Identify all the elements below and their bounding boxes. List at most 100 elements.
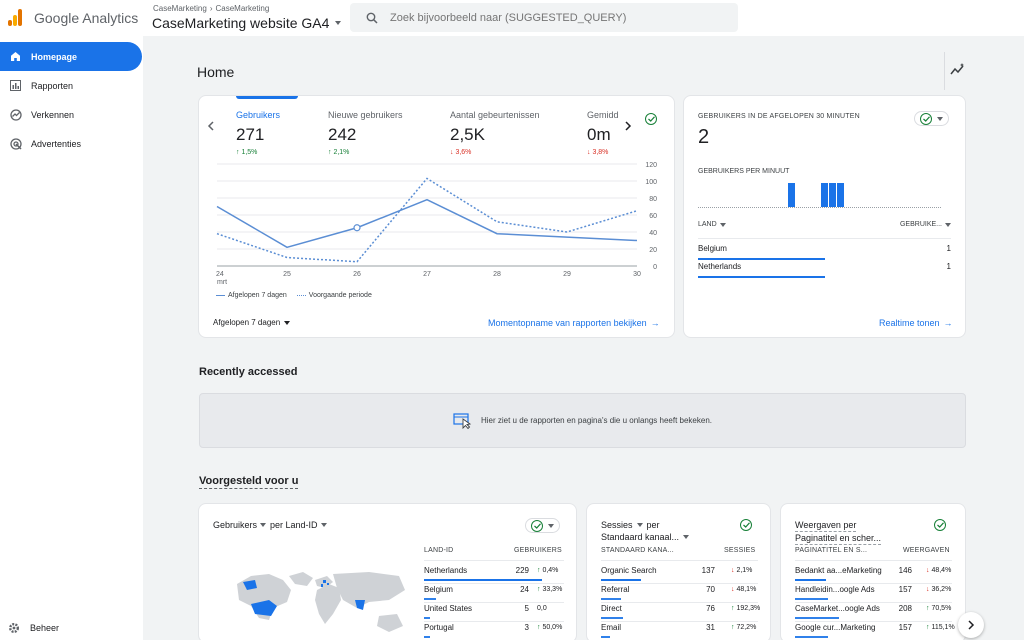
insights-toggle[interactable] <box>525 518 560 533</box>
divider <box>424 602 564 603</box>
sidebar-item-admin[interactable]: Beheer <box>0 616 143 640</box>
column-country[interactable]: LAND <box>698 221 726 228</box>
breadcrumb-property[interactable]: CaseMarketing <box>215 4 270 13</box>
search-input[interactable] <box>390 11 720 24</box>
per-minute-bar[interactable] <box>788 183 796 207</box>
sidebar-item-explore[interactable]: Verkennen <box>0 100 142 129</box>
sidebar: Homepage Rapporten Verkennen Advertentie… <box>0 36 143 640</box>
series-line-current <box>216 198 638 249</box>
y-tick-label: 40 <box>649 230 657 237</box>
realtime-table-header: LAND GEBRUIKE... <box>698 221 951 228</box>
breadcrumb[interactable]: CaseMarketing › CaseMarketing <box>153 4 269 13</box>
row-delta: ↓ 2,1% <box>731 567 752 574</box>
arrow-down-icon: ↓ <box>926 586 932 593</box>
recently-accessed-panel: Hier ziet u de rapporten en pagina's die… <box>199 393 966 448</box>
table-row[interactable]: Netherlands 1 <box>698 257 951 278</box>
divider <box>424 583 564 584</box>
chevron-right-icon[interactable] <box>624 121 632 131</box>
per-minute-bar[interactable] <box>836 183 844 207</box>
row-value: 208 <box>898 604 912 613</box>
column-sessions: SESSIES <box>724 547 756 554</box>
check-circle-icon[interactable] <box>934 519 946 531</box>
row-delta: ↓ 48,1% <box>731 586 756 593</box>
realtime-value: 2 <box>698 126 710 148</box>
metric-avg-engagement[interactable]: Gemidd 0m ↓ 3,8% <box>587 110 619 156</box>
column-channel: STANDAARD KANA... <box>601 547 674 554</box>
search-bar[interactable] <box>350 3 738 32</box>
metric-label: Gemidd <box>587 110 619 120</box>
card-title[interactable]: Sessies per Standaard kanaal... <box>601 519 690 543</box>
arrow-up-icon: ↑ <box>537 586 543 593</box>
metric-value: 271 <box>236 125 265 144</box>
card-title[interactable]: Weergaven per Paginatitel en scher... <box>795 520 882 545</box>
metric-value: 2,5K <box>450 125 485 144</box>
breadcrumb-account[interactable]: CaseMarketing <box>153 4 207 13</box>
per-minute-bar[interactable] <box>828 183 836 207</box>
per-minute-bars <box>698 180 941 208</box>
metric-selector[interactable]: Gebruikers <box>213 519 267 531</box>
row-value: 137 <box>701 566 715 575</box>
chevron-left-icon[interactable] <box>207 121 215 131</box>
sidebar-item-label: Rapporten <box>31 80 74 91</box>
insights-icon[interactable] <box>950 62 966 78</box>
row-name: Referral <box>601 585 630 594</box>
row-bar <box>601 579 641 581</box>
row-value: 24 <box>520 585 529 594</box>
column-users[interactable]: GEBRUIKE... <box>900 221 951 228</box>
check-circle-icon <box>531 519 543 532</box>
metric-users[interactable]: Gebruikers 271 ↑ 1,5% <box>236 110 280 156</box>
arrow-down-icon: ↓ <box>926 567 932 574</box>
next-cards-button[interactable] <box>958 612 984 638</box>
metric-delta: ↑ 2,1% <box>328 149 350 156</box>
caret-down-icon <box>548 523 554 528</box>
row-delta-value: 192,3% <box>736 605 761 612</box>
row-value: 229 <box>515 566 529 575</box>
caret-down-icon <box>945 222 951 227</box>
metric-event-count[interactable]: Aantal gebeurtenissen 2,5K ↓ 3,6% <box>450 110 540 156</box>
row-delta: ↑ 33,3% <box>537 586 562 593</box>
per-minute-bar[interactable] <box>820 183 828 207</box>
sidebar-item-homepage[interactable]: Homepage <box>0 42 142 71</box>
row-delta-value: 36,2% <box>931 586 952 593</box>
arrow-up-icon: ↑ <box>926 624 932 631</box>
users-by-country-card: Gebruikers per Land-ID LAND-ID GEBRUIKER… <box>198 503 577 640</box>
row-value: 70 <box>706 585 715 594</box>
caret-down-icon <box>683 535 690 539</box>
search-icon <box>366 12 378 24</box>
brand-name[interactable]: Google Analytics <box>34 10 139 26</box>
date-range-selector[interactable]: Afgelopen 7 dagen <box>213 318 291 327</box>
insights-toggle[interactable] <box>914 111 949 126</box>
metric-new-users[interactable]: Nieuwe gebruikers 242 ↑ 2,1% <box>328 110 403 156</box>
row-bar <box>601 636 611 638</box>
active-tab-indicator <box>236 96 298 99</box>
sidebar-item-reports[interactable]: Rapporten <box>0 71 142 100</box>
x-tick-label: 25 <box>283 271 291 278</box>
check-circle-icon[interactable] <box>645 113 657 125</box>
view-realtime-link[interactable]: Realtime tonen → <box>879 318 953 328</box>
table-row[interactable]: Belgium 1 <box>698 238 951 260</box>
sidebar-item-label: Verkennen <box>31 109 75 120</box>
row-bar <box>795 598 829 600</box>
dimension-selector[interactable]: per Land-ID <box>270 519 327 531</box>
sidebar-item-advertising[interactable]: Advertenties <box>0 129 142 158</box>
row-bar <box>601 598 622 600</box>
arrow-up-icon: ↑ <box>537 567 543 574</box>
arrow-up-icon: ↑ <box>731 605 737 612</box>
row-value: 76 <box>706 604 715 613</box>
divider <box>944 52 945 90</box>
gear-icon <box>8 622 20 634</box>
row-name: CaseMarket...oogle Ads <box>795 604 880 613</box>
row-value: 146 <box>898 566 912 575</box>
analytics-logo-icon[interactable] <box>8 8 24 26</box>
per-minute-label: GEBRUIKERS PER MINUUT <box>698 168 790 175</box>
page-title: Home <box>197 64 235 80</box>
suggested-title: Voorgesteld voor u <box>199 475 299 489</box>
check-circle-icon[interactable] <box>740 519 752 531</box>
property-selector[interactable]: CaseMarketing website GA4 <box>152 15 342 31</box>
row-country: Netherlands <box>698 262 742 271</box>
arrow-up-icon: ↑ <box>731 624 737 631</box>
row-name: Organic Search <box>601 566 657 575</box>
view-reports-snapshot-link[interactable]: Momentopname van rapporten bekijken → <box>488 318 660 328</box>
legend-item-previous: Voorgaande periode <box>296 292 372 299</box>
arrow-right-icon: → <box>650 318 660 328</box>
